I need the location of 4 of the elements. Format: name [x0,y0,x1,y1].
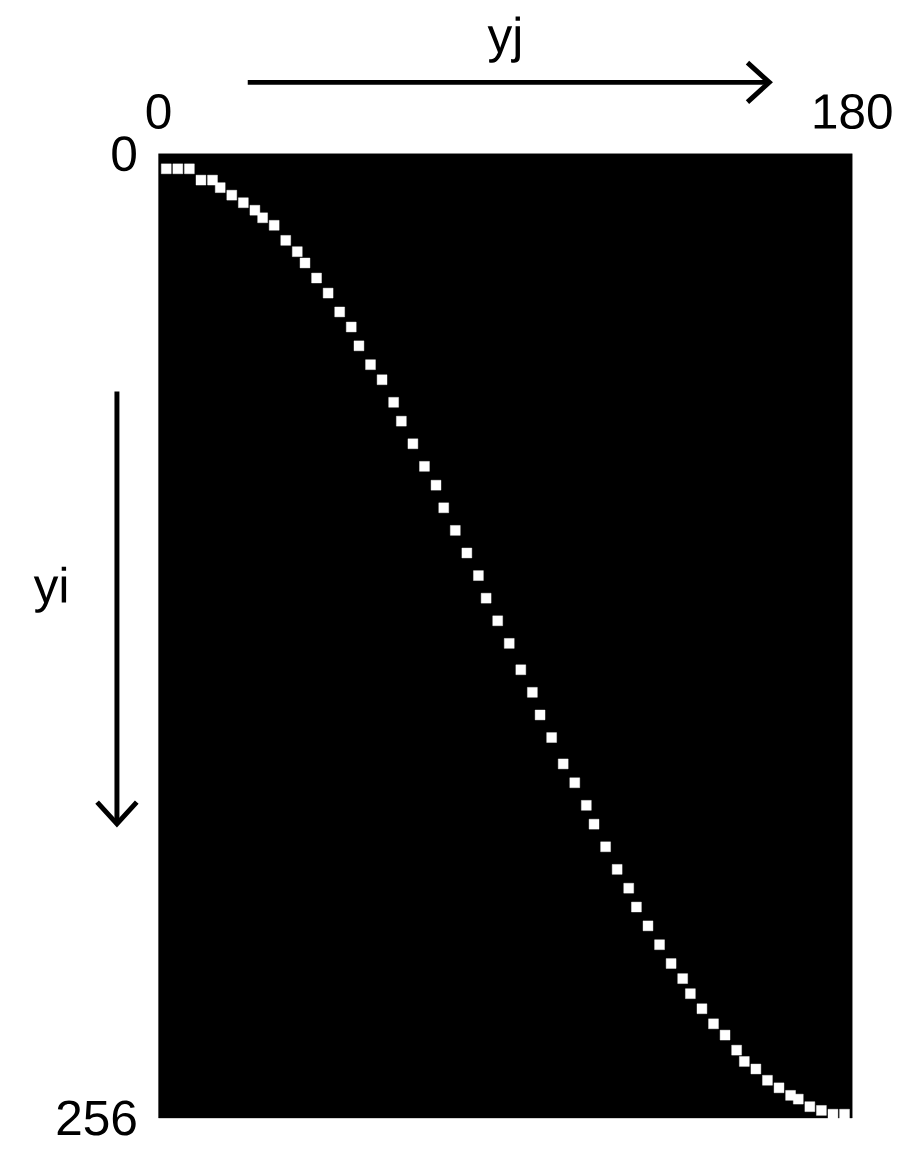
y-tick-label: 256 [57,1100,136,1136]
y-axis-title: yi [33,566,67,613]
x-tick-label: 180 [814,94,892,130]
x-axis-title: yj [487,16,521,63]
